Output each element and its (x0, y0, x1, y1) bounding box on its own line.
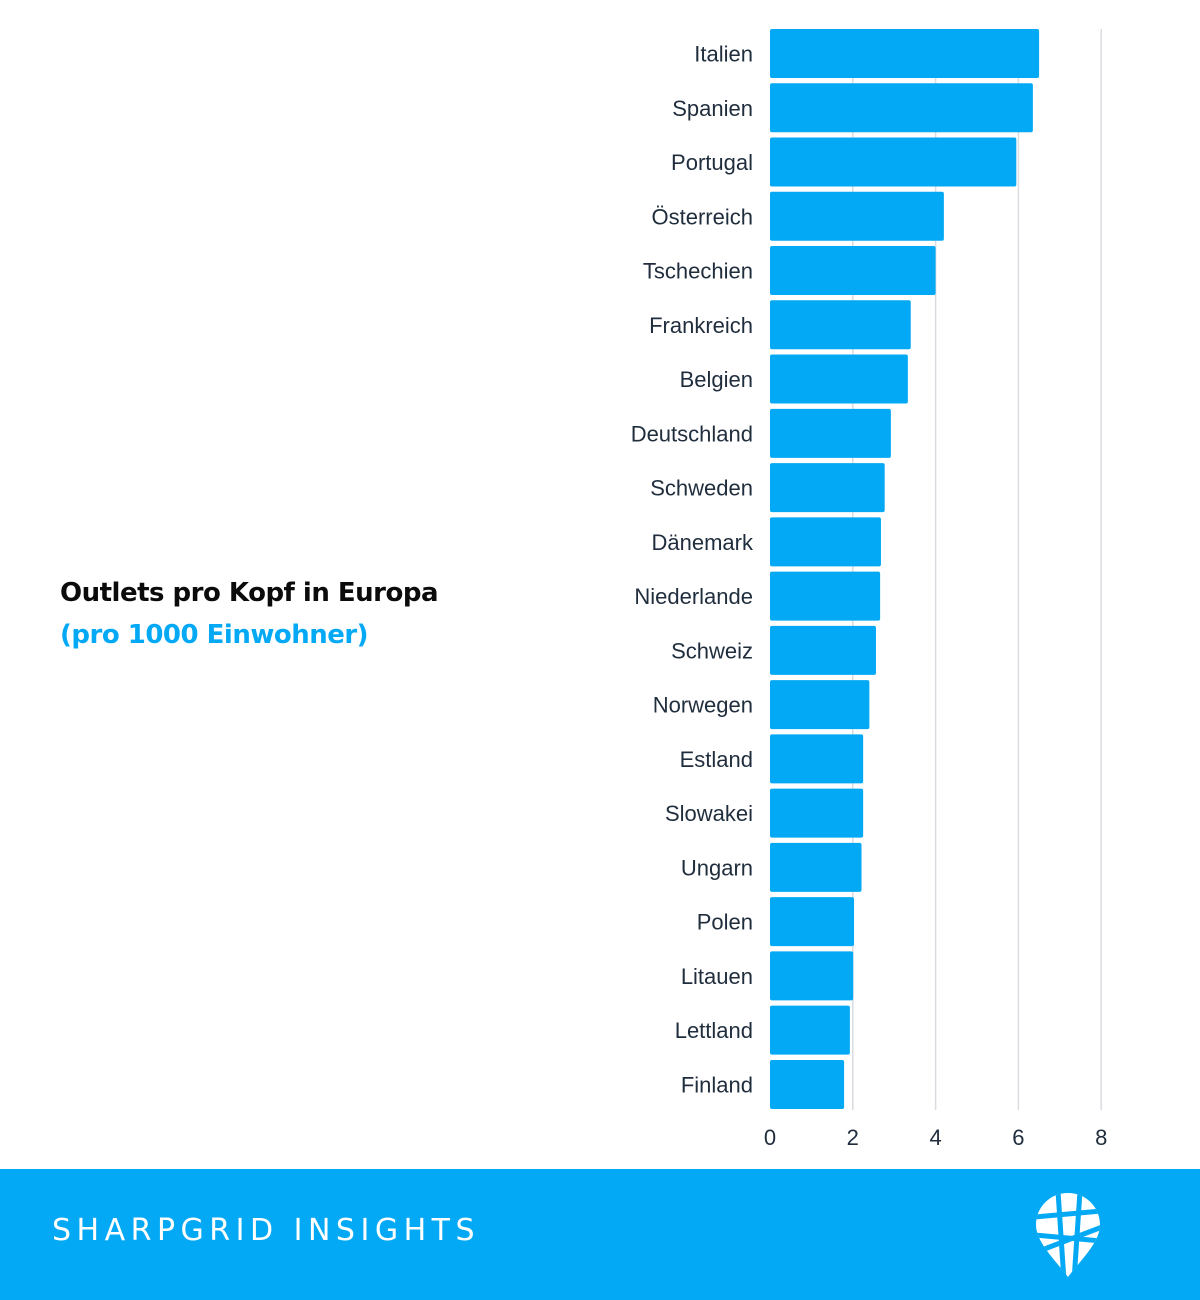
bars (770, 29, 1040, 1109)
x-axis-ticks: 0 2 4 6 8 (764, 1125, 1107, 1150)
category-label: Schweden (650, 476, 753, 501)
bar-litauen (770, 951, 854, 1001)
x-tick-label: 0 (764, 1125, 776, 1150)
grid-lines (852, 29, 1102, 1110)
x-tick-label: 2 (847, 1125, 859, 1150)
category-label: Niederlande (634, 584, 753, 609)
category-label: Portugal (671, 150, 753, 175)
bar-belgien (770, 354, 908, 404)
category-label: Italien (694, 42, 753, 67)
category-label: Deutschland (631, 421, 753, 446)
bar-slowakei (770, 788, 864, 838)
category-label: Belgien (680, 367, 753, 392)
x-tick-label: 4 (929, 1125, 941, 1150)
category-label: Lettland (675, 1018, 753, 1043)
bar-norwegen (770, 680, 870, 730)
bar-portugal (770, 137, 1017, 187)
chart-title-sub: (pro 1000 Einwohner) (60, 620, 369, 650)
category-label: Litauen (681, 964, 753, 989)
category-label: Estland (680, 747, 753, 772)
bar-frankreich (770, 300, 911, 350)
footer-banner: SHARPGRID INSIGHTS (0, 1169, 1200, 1300)
x-tick-label: 6 (1012, 1125, 1024, 1150)
bar-spanien (770, 83, 1033, 133)
brand-name: SHARPGRID INSIGHTS (52, 1213, 480, 1248)
category-label: Spanien (672, 96, 753, 121)
bar-tschechien (770, 246, 936, 296)
category-label: Polen (697, 910, 753, 935)
bar-lettland (770, 1005, 850, 1055)
category-label: Finland (681, 1072, 753, 1097)
map-pin-grid-icon (1036, 1193, 1100, 1277)
bar-estland (770, 734, 864, 784)
bar-schweiz (770, 625, 876, 675)
bar-niederlande (770, 571, 881, 621)
category-label: Ungarn (681, 855, 753, 880)
bar-dänemark (770, 517, 881, 567)
bar-finland (770, 1059, 845, 1109)
category-label: Frankreich (649, 313, 753, 338)
bar-österreich (770, 191, 944, 241)
bar-chart: Italien Spanien Portugal Österreich Tschechi… (631, 29, 1107, 1150)
category-labels: Italien Spanien Portugal Österreich Tschechi… (631, 42, 754, 1098)
bar-italien (770, 29, 1040, 78)
bar-ungarn (770, 842, 862, 892)
chart-title-main: Outlets pro Kopf in Europa (60, 578, 439, 608)
category-label: Slowakei (665, 801, 753, 826)
x-tick-label: 8 (1095, 1125, 1107, 1150)
bar-polen (770, 897, 855, 947)
chart-title: Outlets pro Kopf in Europa (pro 1000 Ein… (60, 572, 439, 656)
category-label: Tschechien (643, 259, 753, 284)
category-label: Österreich (652, 204, 753, 229)
category-label: Dänemark (652, 530, 754, 555)
category-label: Norwegen (653, 693, 753, 718)
bar-schweden (770, 463, 885, 513)
bar-deutschland (770, 408, 891, 458)
category-label: Schweiz (671, 638, 753, 663)
